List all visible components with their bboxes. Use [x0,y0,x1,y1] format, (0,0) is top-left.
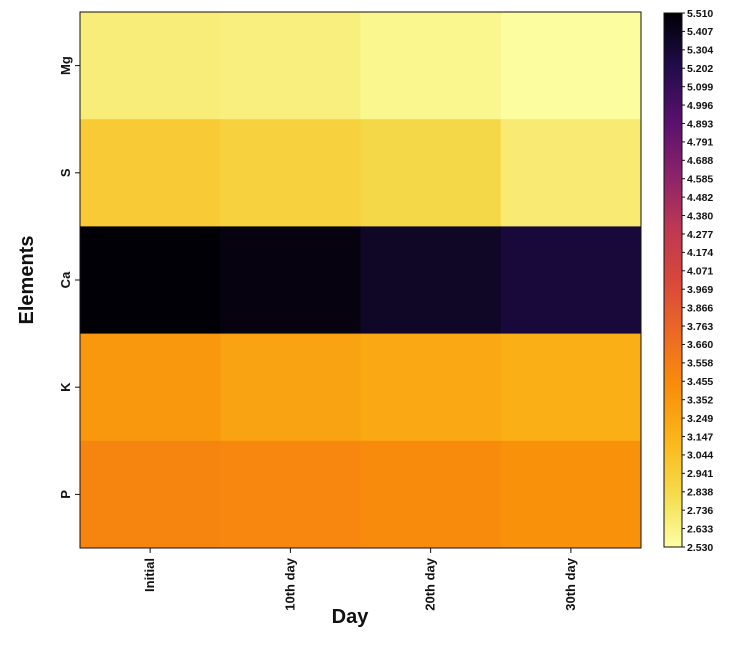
heatmap-cell-k-20th-day [360,333,502,442]
colorbar-tick-label: 2.633 [687,523,713,535]
colorbar-tick-label: 4.277 [687,229,713,241]
colorbar-tick-label: 3.249 [687,413,713,425]
colorbar-tick-label: 4.482 [687,192,713,204]
y-tick-label-s: S [58,168,73,177]
heatmap-cell-ca-20th-day [360,226,502,335]
y-tick-label-mg: Mg [58,56,73,75]
colorbar-tick-label: 2.736 [687,505,713,517]
x-tick-labels: Initial 10th day 20th day 30th day [142,548,578,611]
colorbar-tick-label: 4.585 [687,174,713,186]
heatmap-cell-s-20th-day [360,119,502,227]
colorbar-tick-label: 2.941 [687,468,713,480]
heatmap-cell-p-20th-day [360,440,502,549]
colorbar-tick-label: 3.147 [687,431,713,443]
colorbar-tick-label: 5.202 [687,63,713,75]
colorbar [663,12,683,548]
colorbar-tick-label: 4.893 [687,118,713,130]
heatmap-cell-k-10th-day [220,333,361,442]
colorbar-tick-label: 3.044 [687,450,713,462]
y-tick-labels: Mg S Ca K P [58,56,80,499]
colorbar-tick-label: 4.174 [687,247,713,259]
colorbar-tick-label: 4.996 [687,100,713,112]
colorbar-tick-label: 5.407 [687,26,713,38]
heatmap-cell-s-initial [80,119,221,227]
colorbar-tick-label: 2.530 [687,542,713,554]
heatmap-cell-mg-10th-day [220,12,361,120]
colorbar-tick-label: 3.969 [687,284,713,296]
colorbar-tick-label: 4.380 [687,210,713,222]
heatmap-cell-p-10th-day [220,440,361,549]
heatmap-cell-p-30th-day [500,440,642,549]
heatmap-cell-mg-30th-day [500,12,642,120]
colorbar-tick-label: 3.455 [687,376,713,388]
colorbar-tick-label: 3.763 [687,321,713,333]
colorbar-tick-label: 3.352 [687,394,713,406]
heatmap-cell-ca-initial [80,226,221,335]
colorbar-tick-label: 4.688 [687,155,713,167]
colorbar-tick-label: 5.510 [687,8,713,20]
heatmap-cell-p-initial [80,440,221,549]
heatmap-cell-ca-30th-day [500,226,642,335]
colorbar-tick-label: 3.866 [687,302,713,314]
colorbar-tick-label: 2.838 [687,487,713,499]
colorbar-tick-label: 4.071 [687,266,713,278]
colorbar-tick-label: 3.558 [687,358,713,370]
heatmap-cell-mg-20th-day [360,12,502,120]
heatmap-cell-k-initial [80,333,221,442]
heatmap-cells [80,12,642,549]
colorbar-tick-label: 4.791 [687,137,713,149]
x-axis-title: Day [332,606,370,628]
heatmap-cell-ca-10th-day [220,226,361,335]
x-tick-label-initial: Initial [142,558,157,592]
x-tick-label-20th-day: 20th day [423,557,438,611]
y-axis-title: Elements [16,236,38,325]
heatmap-cell-mg-initial [80,12,221,120]
colorbar-tick-label: 3.660 [687,339,713,351]
colorbar-tick-label: 5.099 [687,81,713,93]
x-tick-label-10th-day: 10th day [282,557,297,611]
colorbar-tick-labels: 5.510 5.407 5.304 5.202 5.099 4.996 4.893 4.791… [682,8,713,554]
y-tick-label-ca: Ca [58,271,73,288]
heatmap-cell-s-10th-day [220,119,361,227]
colorbar-tick-label: 5.304 [687,45,713,57]
x-tick-label-30th-day: 30th day [563,557,578,611]
heatmap-cell-s-30th-day [500,119,642,227]
y-tick-label-p: P [58,490,73,499]
heatmap-cell-k-30th-day [500,333,642,442]
y-tick-label-k: K [58,382,73,392]
